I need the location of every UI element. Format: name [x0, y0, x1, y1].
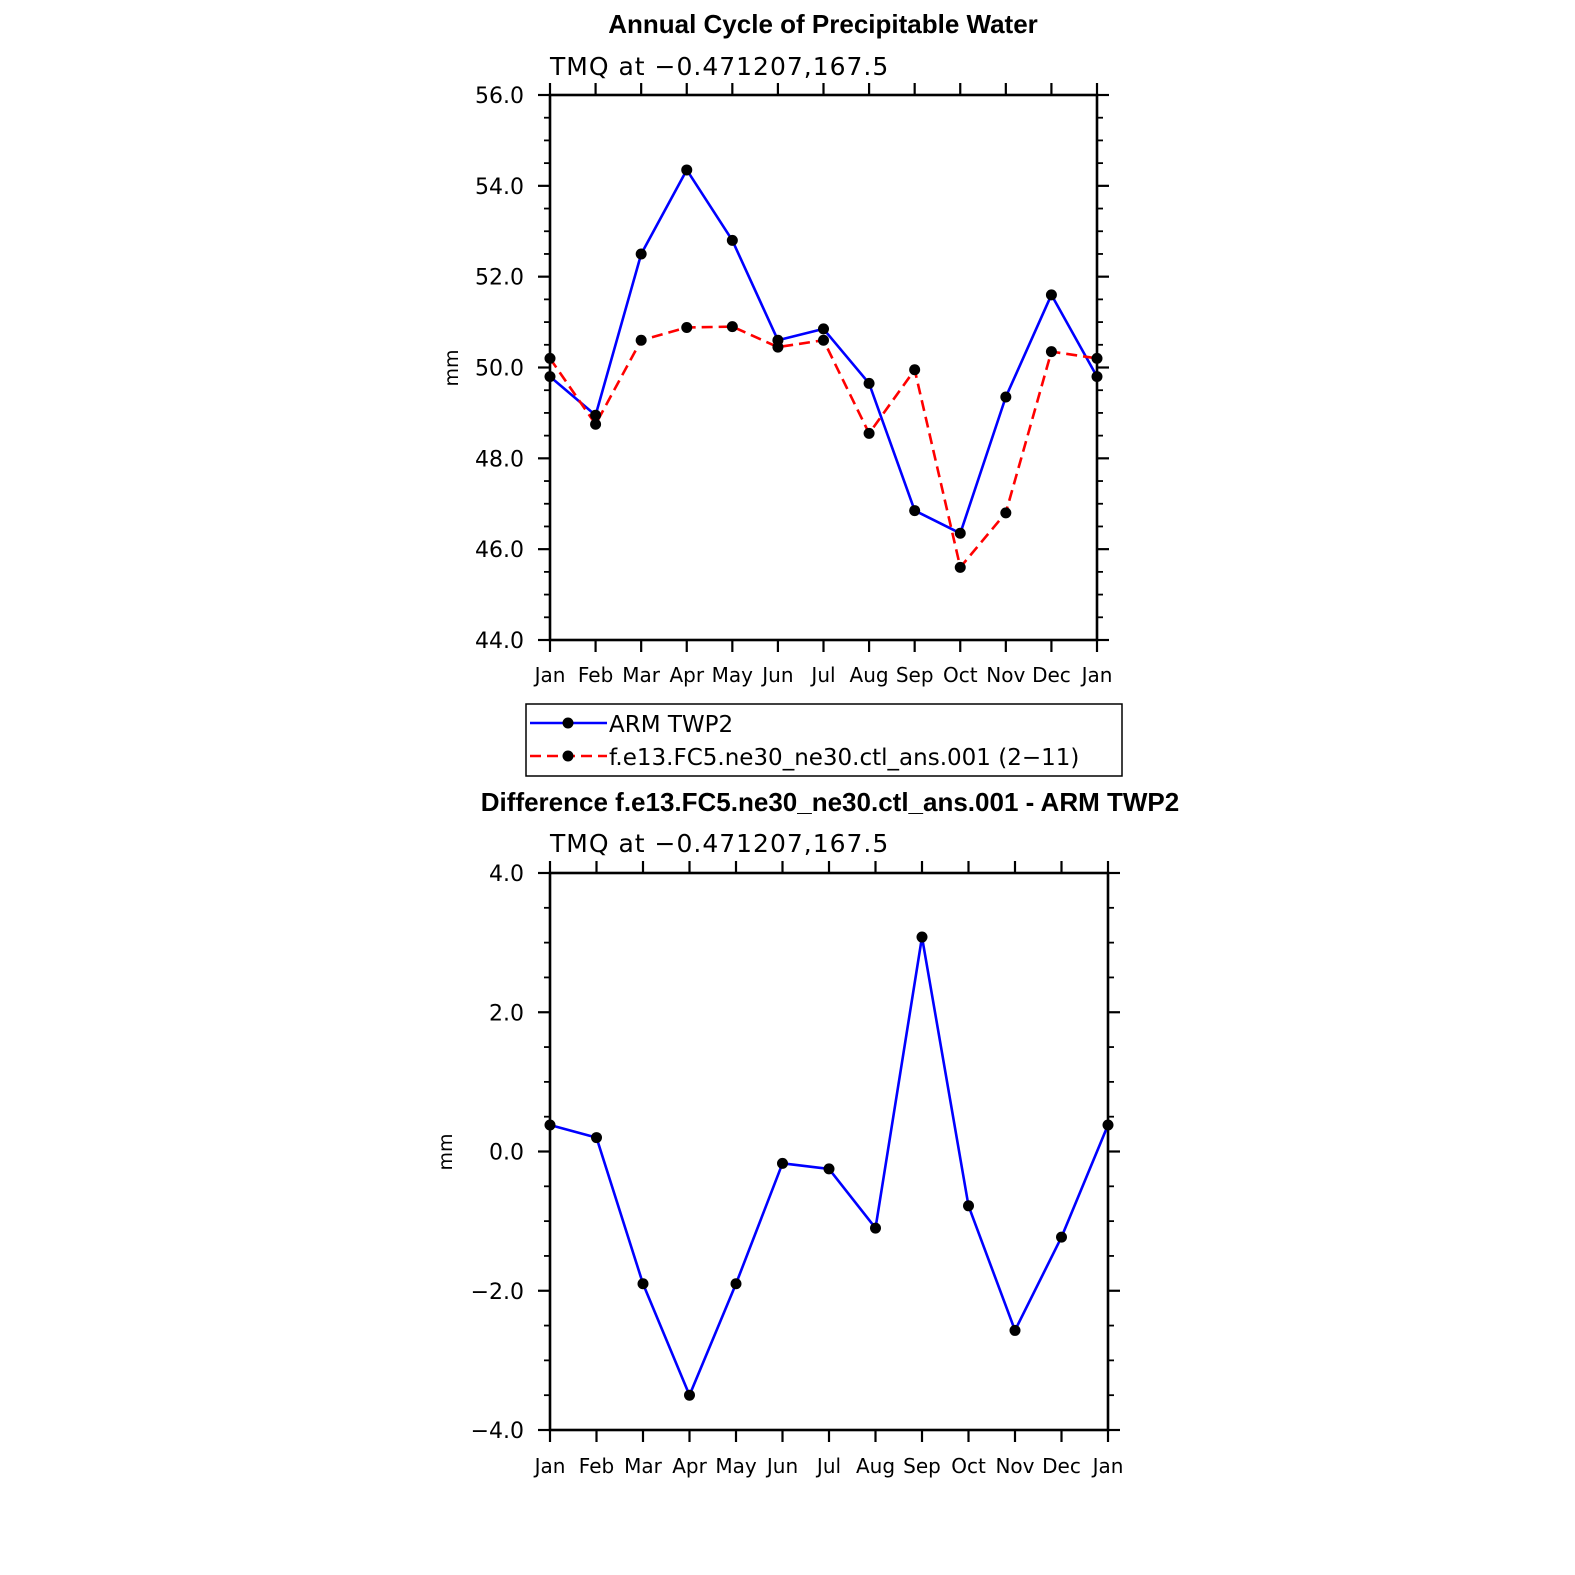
data-point-series-0: [1091, 371, 1103, 383]
x-tick-label: Oct: [943, 663, 978, 687]
x-tick-label: Nov: [986, 663, 1025, 687]
top-chart-subtitle: TMQ at −0.471207,167.5: [549, 52, 889, 81]
x-tick-label: Dec: [1042, 1454, 1081, 1478]
data-point-series-0: [1102, 1119, 1114, 1131]
data-point-series-1: [1091, 352, 1103, 364]
data-point-series-0: [684, 1389, 695, 1401]
data-point-series-1: [772, 341, 784, 353]
data-point-series-1: [863, 427, 875, 439]
data-point-series-0: [818, 323, 829, 335]
data-point-series-0: [777, 1157, 788, 1169]
y-tick-label: 48.0: [475, 447, 524, 472]
bottom-chart-y-axis-label: mm: [435, 1133, 457, 1170]
y-tick-label: −2.0: [471, 1280, 524, 1305]
x-tick-label: Jan: [1091, 1454, 1124, 1478]
data-point-series-0: [590, 409, 602, 421]
top-chart-legend: ARM TWP2 f.e13.FC5.ne30_ne30.ctl_ans.001…: [525, 703, 1123, 777]
data-point-series-0: [963, 1200, 974, 1212]
data-point-series-1: [954, 561, 966, 573]
data-point-series-1: [1045, 346, 1057, 358]
x-tick-label: Dec: [1032, 663, 1071, 687]
data-point-series-0: [916, 931, 928, 943]
x-tick-label: Oct: [951, 1454, 986, 1478]
y-tick-label: 0.0: [489, 1141, 524, 1166]
legend-marker-arm-twp2: [562, 717, 574, 729]
y-tick-label: 44.0: [475, 629, 524, 654]
plot-frame: [548, 93, 1099, 642]
data-point-series-0: [954, 527, 966, 539]
data-point-series-1: [1000, 507, 1012, 519]
data-point-series-0: [726, 234, 738, 246]
x-tick-label: Jul: [815, 1454, 841, 1478]
x-tick-label: May: [712, 663, 754, 687]
x-tick-label: Jan: [1080, 663, 1113, 687]
x-tick-label: Apr: [669, 663, 704, 687]
y-tick-label: 50.0: [475, 357, 524, 382]
x-tick-label: Jul: [809, 663, 835, 687]
legend-label-model: f.e13.FC5.ne30_ne30.ctl_ans.001 (2−11): [609, 745, 1079, 771]
legend-label-arm-twp2: ARM TWP2: [609, 712, 733, 738]
x-tick-label: Aug: [856, 1454, 895, 1478]
data-point-series-1: [635, 334, 647, 346]
data-point-series-0: [863, 377, 875, 389]
x-tick-label: Sep: [896, 663, 934, 687]
x-tick-label: Feb: [579, 1454, 614, 1478]
y-tick-label: 52.0: [475, 266, 524, 291]
data-point-series-0: [1056, 1231, 1067, 1243]
data-point-series-0: [591, 1132, 602, 1144]
data-point-series-0: [909, 505, 921, 517]
data-point-series-1: [590, 418, 602, 430]
data-point-series-0: [1000, 391, 1012, 403]
data-point-series-0: [1045, 289, 1057, 301]
data-point-series-0: [730, 1278, 742, 1290]
bottom-chart-title: Difference f.e13.FC5.ne30_ne30.ctl_ans.0…: [481, 787, 1179, 817]
x-tick-label: Apr: [672, 1454, 707, 1478]
x-tick-label: Jan: [533, 1454, 566, 1478]
data-point-series-1: [544, 352, 556, 364]
top-chart-y-axis-label: mm: [441, 349, 463, 386]
x-tick-label: Jun: [760, 663, 793, 687]
data-point-series-0: [544, 1119, 556, 1131]
y-tick-label: 54.0: [475, 175, 524, 200]
x-tick-label: Mar: [622, 663, 661, 687]
y-tick-label: 56.0: [475, 84, 524, 109]
data-point-series-0: [544, 371, 556, 383]
data-point-series-0: [823, 1163, 835, 1175]
plot-frame: [548, 871, 1110, 1432]
y-tick-label: 4.0: [489, 862, 524, 887]
data-point-series-0: [1009, 1324, 1021, 1336]
x-tick-label: Aug: [850, 663, 889, 687]
data-point-series-0: [635, 248, 647, 260]
x-tick-label: Nov: [995, 1454, 1034, 1478]
x-tick-label: Sep: [903, 1454, 941, 1478]
data-point-series-1: [681, 322, 693, 334]
data-point-series-0: [637, 1278, 649, 1290]
data-point-series-1: [726, 321, 738, 333]
top-chart: 44.0 46.0 48.0 50.0 52.0 54.0 56.0 Jan Feb Mar Apr…: [475, 83, 1112, 687]
y-tick-label: 46.0: [475, 538, 524, 563]
top-chart-title: Annual Cycle of Precipitable Water: [608, 9, 1038, 39]
x-tick-label: Feb: [578, 663, 613, 687]
x-tick-label: Jun: [765, 1454, 798, 1478]
bottom-chart-subtitle: TMQ at −0.471207,167.5: [549, 829, 889, 858]
y-tick-label: 2.0: [489, 1001, 524, 1026]
series-line-1: [548, 325, 1098, 569]
data-point-series-1: [818, 334, 829, 346]
y-tick-label: −4.0: [471, 1419, 524, 1444]
x-tick-label: Jan: [533, 663, 566, 687]
legend-marker-model: [562, 750, 574, 762]
data-point-series-0: [681, 164, 693, 176]
x-tick-label: Mar: [624, 1454, 663, 1478]
x-tick-label: May: [715, 1454, 757, 1478]
data-point-series-1: [909, 364, 921, 376]
bottom-chart: −4.0 −2.0 0.0 2.0 4.0 Jan Feb Mar Apr May Jun Jul Au…: [471, 861, 1124, 1478]
data-point-series-0: [870, 1222, 881, 1234]
legend-frame: [525, 703, 1123, 777]
